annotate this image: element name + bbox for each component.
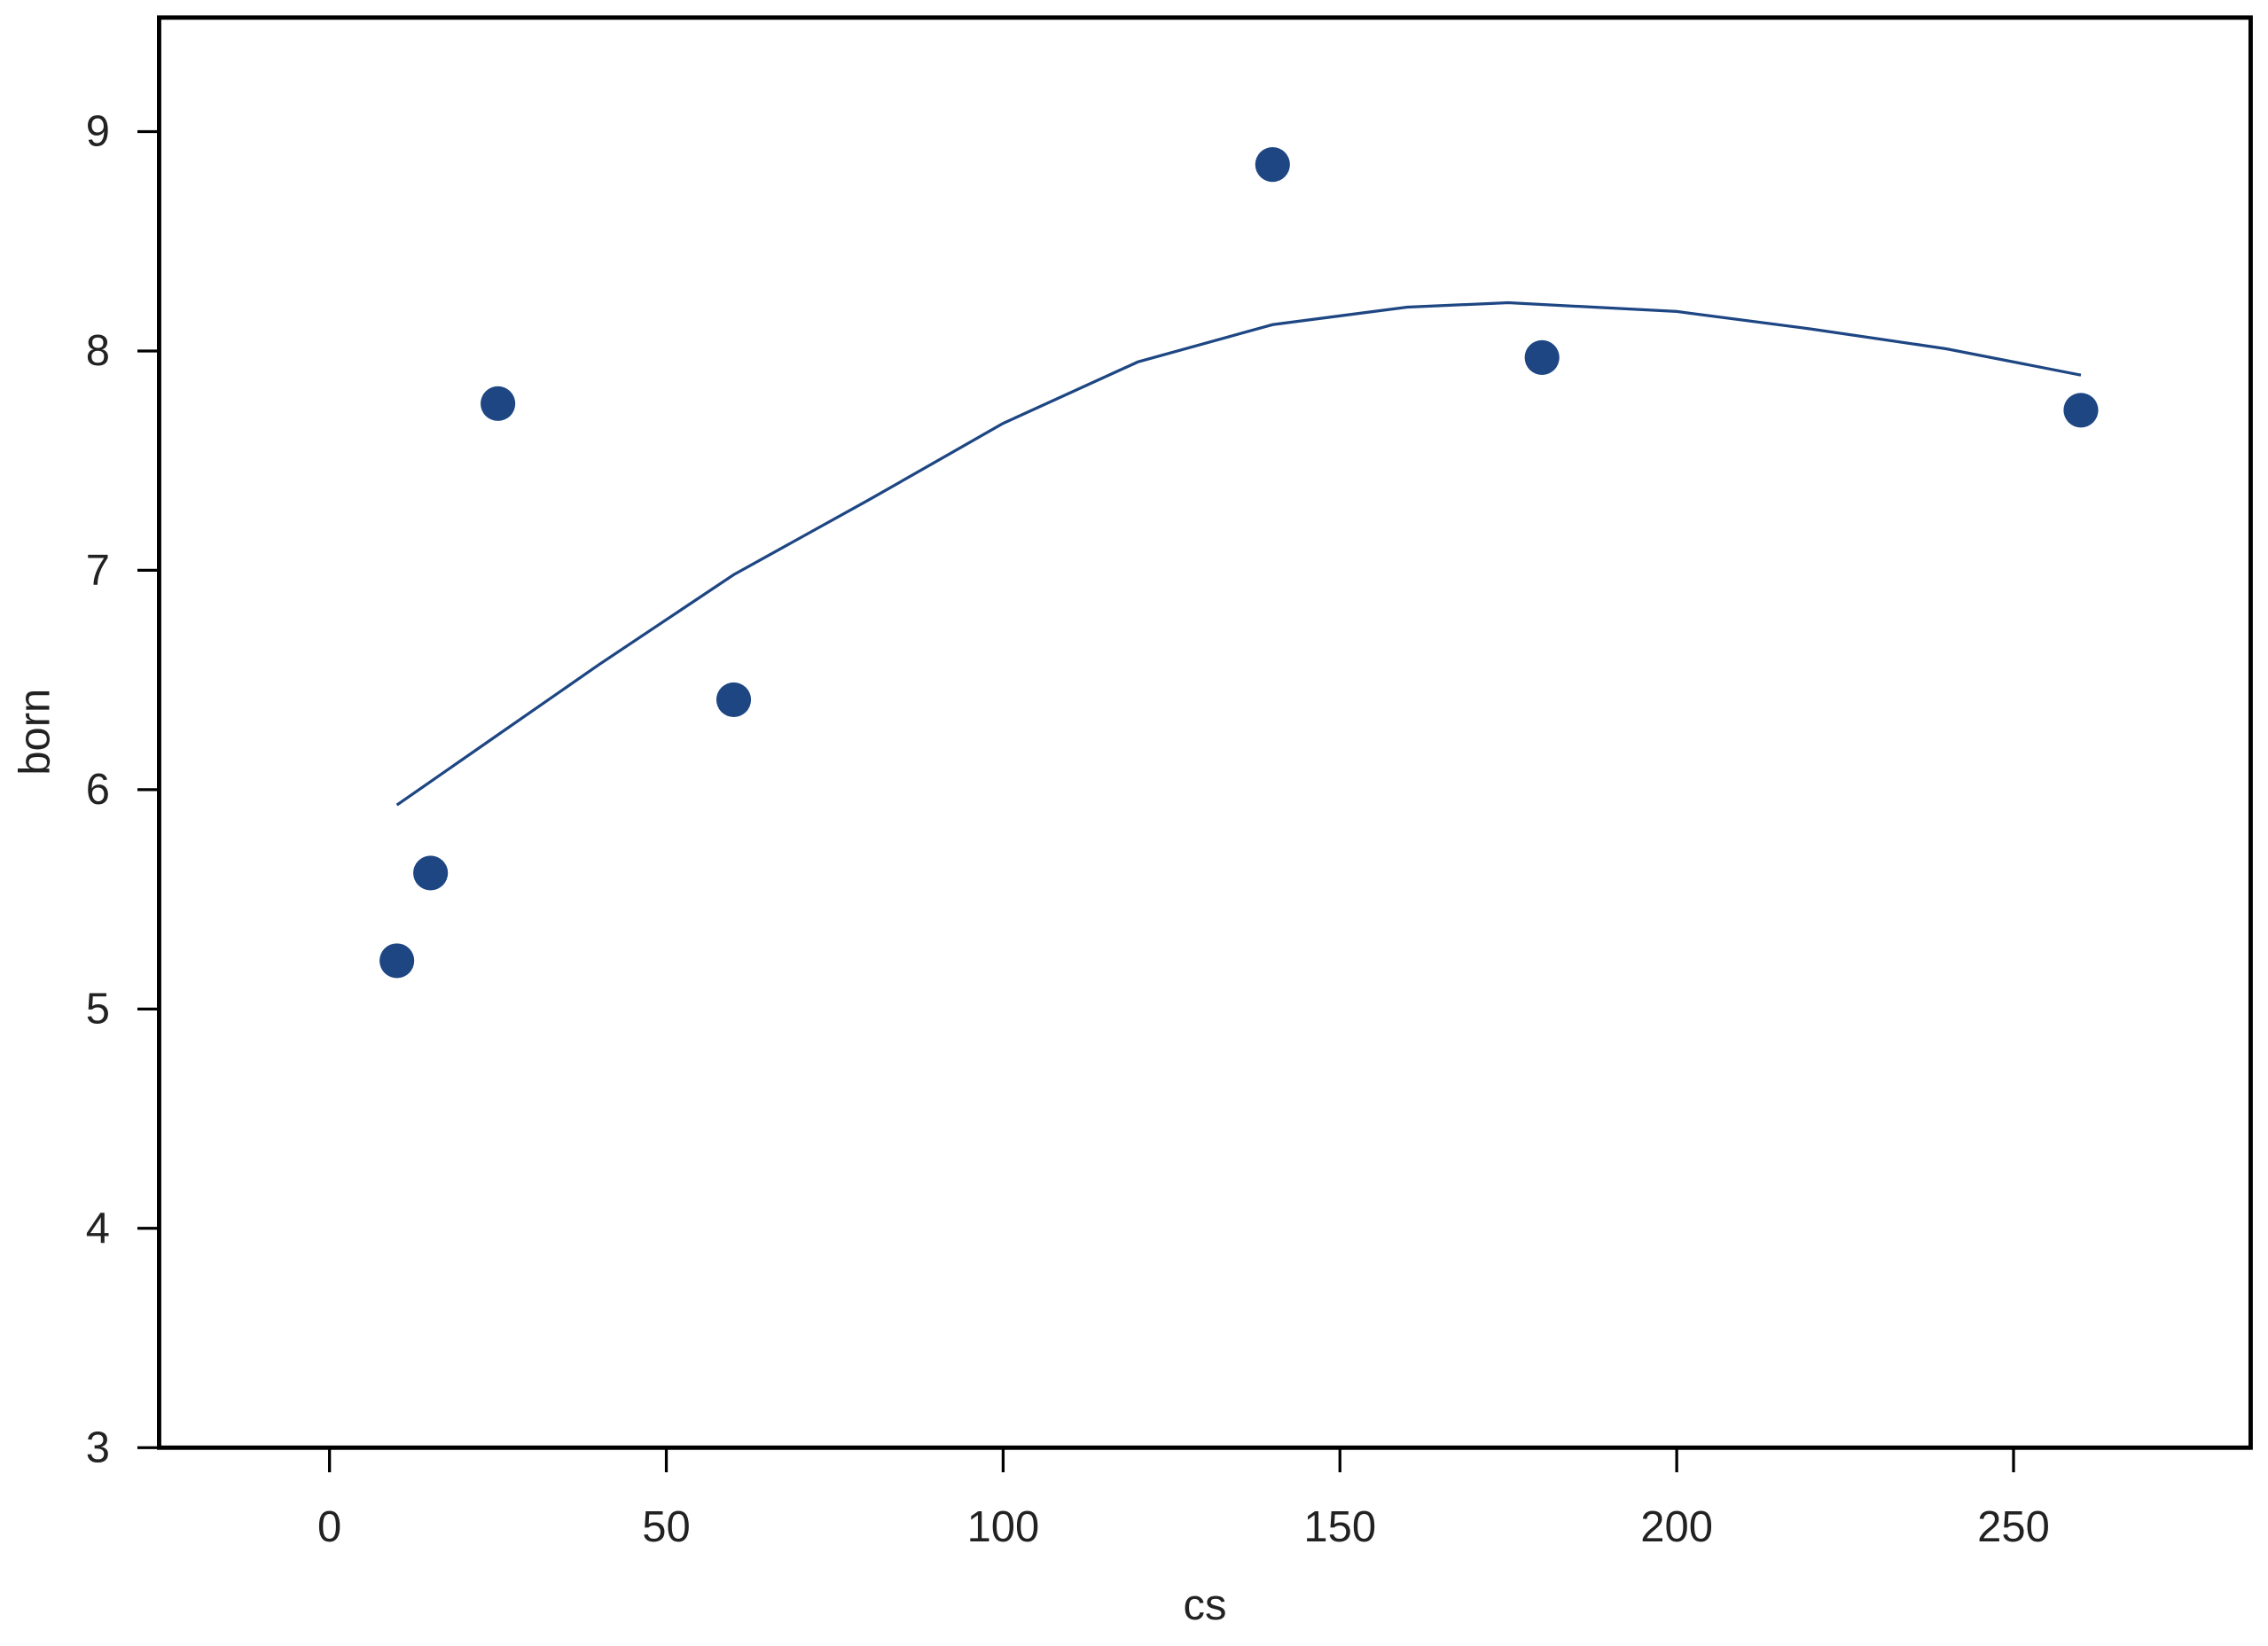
y-tick-label: 6 [86, 766, 110, 814]
y-tick-label: 4 [86, 1205, 110, 1252]
x-tick-label: 50 [642, 1503, 690, 1551]
x-tick-label: 0 [317, 1503, 341, 1551]
x-tick-label: 100 [967, 1503, 1040, 1551]
x-tick-label: 250 [1977, 1503, 2050, 1551]
data-point [481, 386, 516, 421]
x-tick-label: 200 [1640, 1503, 1713, 1551]
fit-line [395, 300, 2082, 807]
y-tick-label: 9 [86, 108, 110, 156]
data-point [716, 682, 752, 717]
y-tick-label: 8 [86, 327, 110, 375]
y-tick-label: 5 [86, 986, 110, 1034]
y-tick-label: 3 [86, 1424, 110, 1471]
data-point [379, 943, 415, 979]
data-point [1255, 147, 1290, 183]
data-point [413, 855, 449, 891]
plot-frame [157, 15, 2253, 1450]
x-tick-label: 150 [1303, 1503, 1376, 1551]
y-axis-label: born [11, 689, 59, 776]
y-tick-label: 7 [86, 547, 110, 595]
data-point [1524, 339, 1560, 375]
data-point [2063, 393, 2099, 428]
x-axis-label: cs [1183, 1581, 1226, 1629]
